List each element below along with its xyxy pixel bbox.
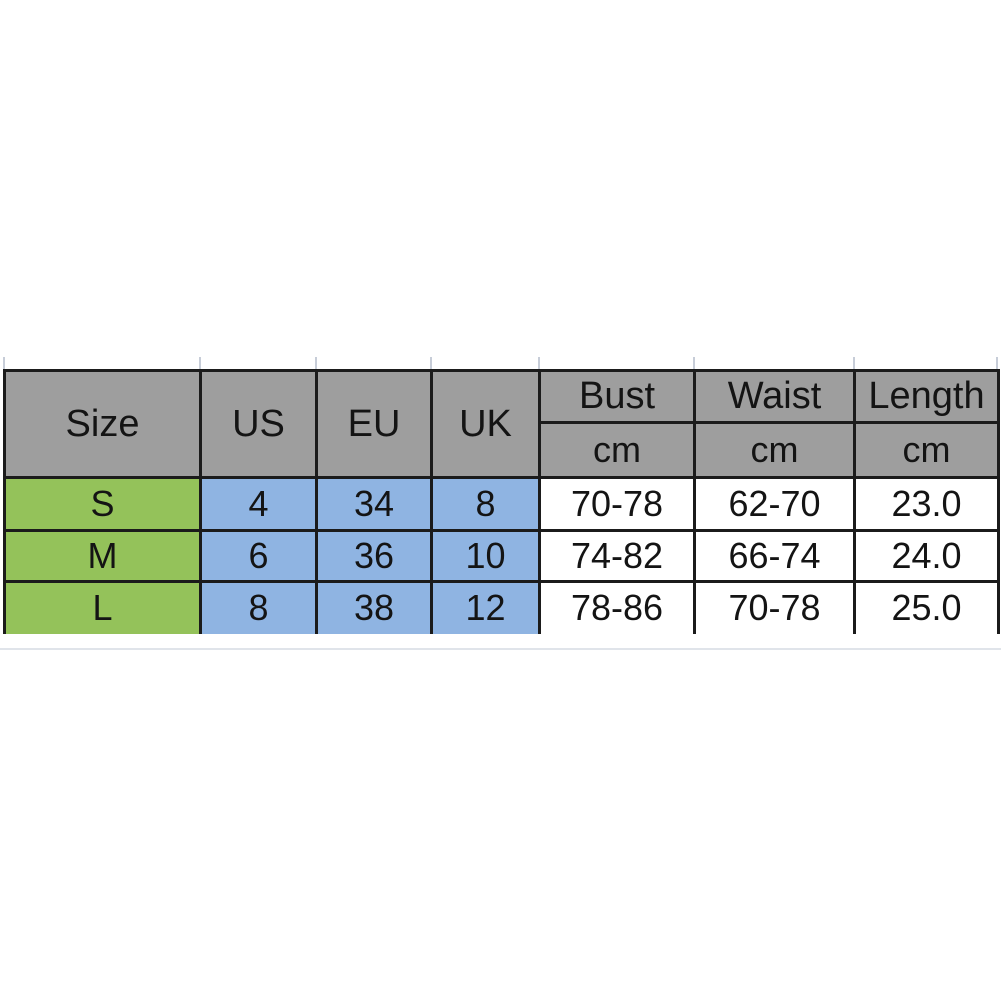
gridline-stub <box>996 357 998 369</box>
cell-waist-s: 62-70 <box>693 476 856 532</box>
gridline-below-table <box>0 648 1001 650</box>
col-header-size: Size <box>3 369 202 479</box>
table-row-l: L 8 38 12 78-86 70-78 25.0 <box>3 580 1000 634</box>
gridline-stub <box>853 357 855 369</box>
cell-bust-s: 70-78 <box>538 476 696 532</box>
cell-length-l: 25.0 <box>853 580 1000 634</box>
cell-waist-m: 66-74 <box>693 529 856 583</box>
cell-length-m: 24.0 <box>853 529 1000 583</box>
cell-uk-m: 10 <box>430 529 541 583</box>
header-row-1: Size US EU UK Bust Waist Length <box>3 369 1000 479</box>
cell-uk-s: 8 <box>430 476 541 532</box>
cell-us-m: 6 <box>199 529 318 583</box>
cell-eu-l: 38 <box>315 580 433 634</box>
cell-eu-s: 34 <box>315 476 433 532</box>
gridline-stub <box>3 357 5 369</box>
table-row-s: S 4 34 8 70-78 62-70 23.0 <box>3 476 1000 532</box>
cell-size-s: S <box>3 476 202 532</box>
col-header-bust: Bust <box>538 369 696 424</box>
table-row-m: M 6 36 10 74-82 66-74 24.0 <box>3 529 1000 583</box>
cell-size-m: M <box>3 529 202 583</box>
unit-cell-length: cm <box>853 421 1000 479</box>
cell-bust-m: 74-82 <box>538 529 696 583</box>
size-chart-table: Size US EU UK Bust Waist Length cm cm cm… <box>3 369 1000 634</box>
cell-size-l: L <box>3 580 202 634</box>
col-header-eu: EU <box>315 369 433 479</box>
cell-eu-m: 36 <box>315 529 433 583</box>
header-row-units: cm cm cm <box>5 421 1000 479</box>
unit-cell-bust: cm <box>538 421 696 479</box>
cell-uk-l: 12 <box>430 580 541 634</box>
cell-us-s: 4 <box>199 476 318 532</box>
cell-length-s: 23.0 <box>853 476 1000 532</box>
cell-us-l: 8 <box>199 580 318 634</box>
gridline-stub <box>315 357 317 369</box>
col-header-length: Length <box>853 369 1000 424</box>
col-header-waist: Waist <box>693 369 856 424</box>
unit-cell-waist: cm <box>693 421 856 479</box>
gridline-stub <box>430 357 432 369</box>
cell-bust-l: 78-86 <box>538 580 696 634</box>
gridline-stub <box>693 357 695 369</box>
cell-waist-l: 70-78 <box>693 580 856 634</box>
col-header-us: US <box>199 369 318 479</box>
gridline-stub <box>538 357 540 369</box>
col-header-uk: UK <box>430 369 541 479</box>
gridline-stub <box>199 357 201 369</box>
